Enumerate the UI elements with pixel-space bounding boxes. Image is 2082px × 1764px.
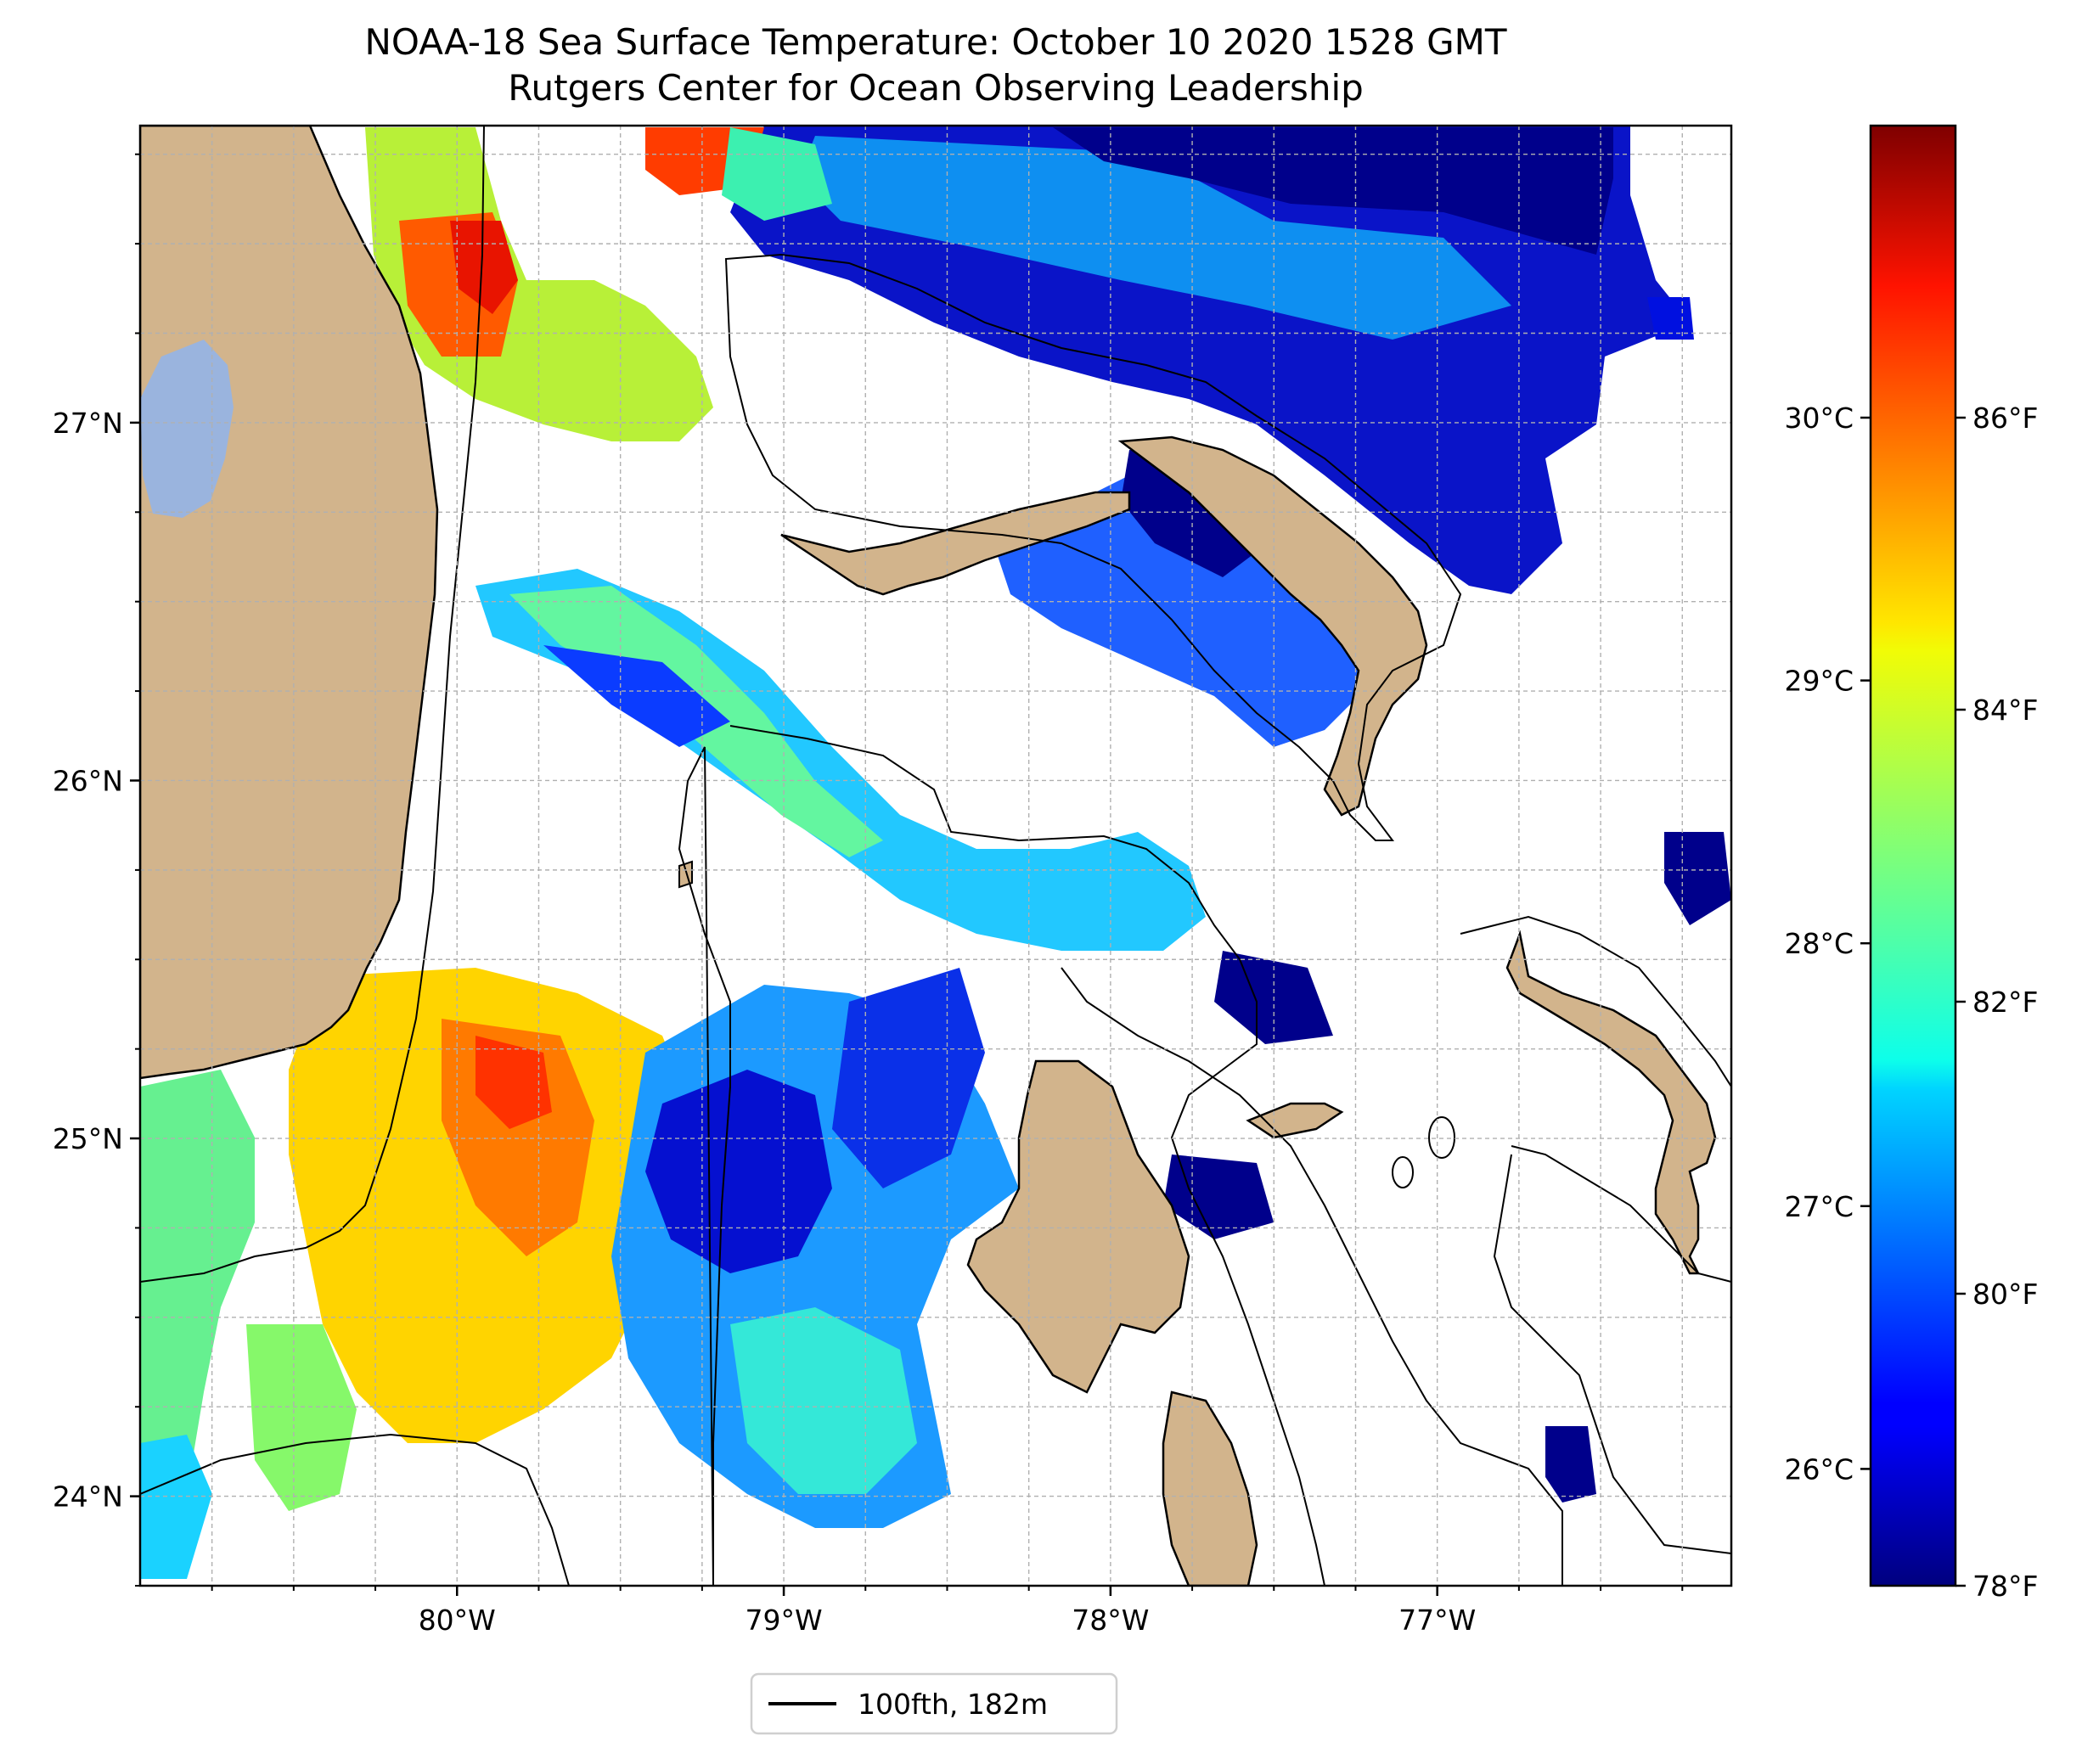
- isobath-south-east-2: [1493, 1154, 1731, 1554]
- isobath-eleuthera: [1460, 915, 1731, 1087]
- colorbar-fahrenheit-label: 78°F: [1972, 1570, 2038, 1603]
- y-tick-label: 25°N: [53, 1122, 123, 1155]
- andros-south-land: [1162, 1390, 1258, 1586]
- sst-patch-east-1: [1664, 832, 1731, 925]
- map-area: [140, 126, 1731, 1586]
- sst-patch-keys-strip: [246, 1324, 357, 1511]
- isobath-florida-shelf: [140, 126, 485, 1283]
- map-title: NOAA-18 Sea Surface Temperature: October…: [364, 21, 1506, 63]
- colorbar-fahrenheit-label: 86°F: [1972, 402, 2038, 435]
- sst-patch-southwest-red: [475, 1036, 552, 1129]
- abaco-land: [1117, 435, 1428, 817]
- x-tick-label: 79°W: [746, 1604, 823, 1637]
- colorbar-celsius-label: 30°C: [1784, 402, 1854, 435]
- andros-land: [966, 1059, 1190, 1394]
- x-tick-label: 77°W: [1398, 1604, 1476, 1637]
- colorbar-celsius-label: 27°C: [1784, 1190, 1854, 1223]
- sst-patch-northeast-light: [798, 136, 1511, 340]
- x-tick-label: 78°W: [1072, 1604, 1149, 1637]
- lake-okeechobee: [140, 340, 234, 518]
- colorbar: 30°C 29°C 28°C 27°C 26°C 86°F 84°F 82°F 80°F 78°…: [1784, 124, 2038, 1603]
- map-gridlines: [140, 126, 1731, 1586]
- sst-patch-northwest: [365, 127, 713, 441]
- map-frame: [138, 124, 1733, 1587]
- sst-patch-northeast-dark: [1053, 127, 1613, 255]
- colorbar-fahrenheit-label: 82°F: [1972, 986, 2038, 1019]
- colorbar-celsius-ticks: 30°C 29°C 28°C 27°C 26°C: [1784, 402, 1871, 1486]
- sst-patch-south-darkblue: [645, 1070, 832, 1273]
- colorbar-celsius-label: 29°C: [1784, 665, 1854, 698]
- isobath-small-bank-2: [1392, 1156, 1414, 1188]
- colorbar-fahrenheit-label: 80°F: [1972, 1278, 2038, 1311]
- sst-patch-central-streak-blue: [543, 645, 730, 747]
- sst-patch-east-3: [1163, 1154, 1274, 1239]
- isobath-southeast: [1511, 1145, 1731, 1283]
- colorbar-gradient: [1869, 124, 1957, 1587]
- isobath-100fth: [140, 126, 1731, 1586]
- y-tick-label: 24°N: [53, 1480, 123, 1514]
- grand-bahama-land: [780, 491, 1131, 596]
- colorbar-celsius-label: 26°C: [1784, 1452, 1854, 1486]
- sst-patch-east-4: [1545, 1426, 1596, 1503]
- y-tick-label: 27°N: [53, 407, 123, 440]
- sst-patch-north-green: [722, 127, 832, 221]
- isobath-little-bahama-bank: [724, 253, 1462, 841]
- isobath-tongue-of-ocean: [678, 746, 731, 1586]
- isobath-great-bahama-bank-west: [729, 725, 1325, 1586]
- colorbar-fahrenheit-label: 84°F: [1972, 694, 2038, 727]
- colorbar-celsius-label: 28°C: [1784, 927, 1854, 960]
- map-subtitle: Rutgers Center for Ocean Observing Leade…: [508, 67, 1364, 109]
- sst-data-layer: [140, 126, 1731, 1579]
- sst-patch-east-5: [1647, 297, 1694, 340]
- isobath-exuma-sound: [1061, 967, 1563, 1586]
- legend-label: 100fth, 182m: [858, 1688, 1048, 1721]
- isobath-small-bank-1: [1428, 1116, 1455, 1159]
- sst-patch-south-cyan: [730, 1307, 917, 1494]
- x-tick-label: 80°W: [419, 1604, 496, 1637]
- isobath-cuba-channel: [140, 1433, 570, 1586]
- y-tick-label: 26°N: [53, 764, 123, 797]
- legend-box: [750, 1672, 1118, 1735]
- y-axis: 27°N 26°N 25°N 24°N: [53, 153, 140, 1587]
- colorbar-fahrenheit-ticks: 86°F 84°F 82°F 80°F 78°F: [1955, 402, 2038, 1603]
- x-axis: 80°W 79°W 78°W 77°W: [211, 1586, 1684, 1637]
- legend: 100fth, 182m: [750, 1672, 1118, 1735]
